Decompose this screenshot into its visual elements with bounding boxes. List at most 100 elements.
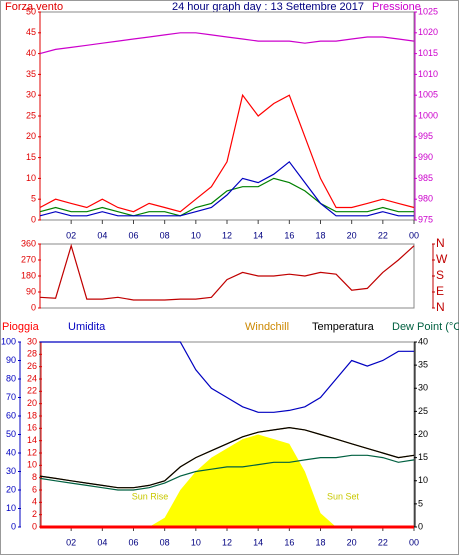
x-tick-label: 18	[315, 230, 325, 240]
y2-label: Pressione	[372, 1, 421, 13]
x-tick-label: 08	[160, 230, 170, 240]
y2-tick-label: 1010	[418, 69, 438, 79]
x-tick-label: 00	[409, 230, 419, 240]
y-tick-label: 25	[26, 110, 36, 120]
x-tick-label: 22	[378, 537, 388, 547]
x-tick-label: 16	[284, 230, 294, 240]
legend-entry: Temperatura	[312, 321, 375, 333]
y-tick-label: 10	[26, 173, 36, 183]
y2-tick-label: 25	[418, 406, 428, 416]
y2-tick-label: 1005	[418, 90, 438, 100]
y3-tick-label: 12	[27, 447, 37, 457]
y2-tick-label: 980	[418, 194, 433, 204]
y-tick-label: 5	[31, 194, 36, 204]
y2-tick-label: 20	[418, 429, 428, 439]
y2-tick-label: 1020	[418, 27, 438, 37]
x-tick-label: 20	[347, 230, 357, 240]
y2-tick-label: 1025	[418, 6, 438, 16]
y-tick-label: 0	[31, 302, 36, 312]
x-tick-label: 22	[378, 230, 388, 240]
x-tick-label: 12	[222, 230, 232, 240]
y3-tick-label: 10	[27, 460, 37, 470]
x-tick-label: 12	[222, 537, 232, 547]
y2-tick-label: 995	[418, 131, 433, 141]
plot-area	[39, 11, 415, 221]
y2-tick-label: 975	[418, 214, 433, 224]
y2-tick-label: N	[436, 236, 445, 250]
series-line	[39, 454, 415, 491]
y-tick-label: 0	[11, 521, 16, 531]
chart-title: 24 hour graph day : 13 Settembre 2017	[172, 1, 364, 13]
y2-tick-label: 985	[418, 173, 433, 183]
x-tick-label: 02	[66, 230, 76, 240]
series-line	[39, 93, 415, 213]
y-tick-label: 90	[6, 355, 16, 365]
y3-tick-label: 28	[27, 349, 37, 359]
y-tick-label: 180	[21, 270, 36, 280]
series-line	[40, 341, 414, 413]
y3-tick-label: 22	[27, 386, 37, 396]
x-tick-label: 16	[284, 537, 294, 547]
x-tick-label: 06	[128, 230, 138, 240]
y-tick-label: 70	[6, 392, 16, 402]
y2-tick-label: 5	[418, 498, 423, 508]
x-tick-label: 02	[66, 537, 76, 547]
y3-tick-label: 2	[32, 509, 37, 519]
x-tick-label: 20	[347, 537, 357, 547]
series-line	[39, 177, 414, 217]
x-tick-label: 10	[191, 230, 201, 240]
x-tick-label: 14	[253, 537, 263, 547]
y2-tick-label: 990	[418, 152, 433, 162]
y-tick-label: 30	[6, 466, 16, 476]
y-tick-label: 30	[26, 90, 36, 100]
y3-tick-label: 24	[27, 373, 37, 383]
y-tick-label: 20	[26, 131, 36, 141]
annotation: Sun Set	[327, 491, 360, 501]
series-line	[39, 426, 415, 489]
y2-tick-label: N	[436, 300, 445, 314]
y2-tick-label: 35	[418, 360, 428, 370]
x-tick-label: 04	[97, 230, 107, 240]
y2-tick-label: 1015	[418, 48, 438, 58]
y2-tick-label: 0	[418, 521, 423, 531]
x-tick-label: 10	[191, 537, 201, 547]
y-tick-label: 60	[6, 410, 16, 420]
y-tick-label: 35	[26, 69, 36, 79]
y-tick-label: 45	[26, 27, 36, 37]
y-tick-label: 20	[6, 484, 16, 494]
legend-entry: Pioggia	[2, 321, 40, 333]
y3-tick-label: 20	[27, 398, 37, 408]
legend-entry: Dew Point (°C	[392, 321, 459, 333]
y3-tick-label: 18	[27, 410, 37, 420]
x-tick-label: 18	[315, 537, 325, 547]
y-tick-label: 90	[26, 286, 36, 296]
series-line	[39, 32, 415, 55]
x-tick-label: 04	[97, 537, 107, 547]
x-tick-label: 06	[128, 537, 138, 547]
y3-tick-label: 4	[32, 497, 37, 507]
y2-tick-label: S	[436, 268, 444, 282]
y-tick-label: 270	[21, 254, 36, 264]
series-line	[39, 243, 415, 301]
legend-entry: Umidita	[68, 321, 106, 333]
y2-tick-label: 40	[418, 336, 428, 346]
y-tick-label: 40	[26, 48, 36, 58]
y3-tick-label: 30	[27, 336, 37, 346]
y3-tick-label: 14	[27, 435, 37, 445]
y-tick-label: 15	[26, 152, 36, 162]
y-tick-label: 360	[21, 238, 36, 248]
y3-tick-label: 6	[32, 484, 37, 494]
y2-tick-label: 1000	[418, 110, 438, 120]
annotation: Sun Rise	[132, 491, 169, 501]
y3-tick-label: 16	[27, 423, 37, 433]
y3-tick-label: 26	[27, 361, 37, 371]
y-tick-label: 40	[6, 447, 16, 457]
y-label: Forza vento	[5, 1, 63, 13]
y-tick-label: 50	[26, 6, 36, 16]
y-tick-label: 50	[6, 429, 16, 439]
y2-tick-label: W	[436, 252, 448, 266]
legend-entry: Windchill	[245, 321, 289, 333]
y2-tick-label: E	[436, 284, 444, 298]
y2-tick-label: 15	[418, 452, 428, 462]
